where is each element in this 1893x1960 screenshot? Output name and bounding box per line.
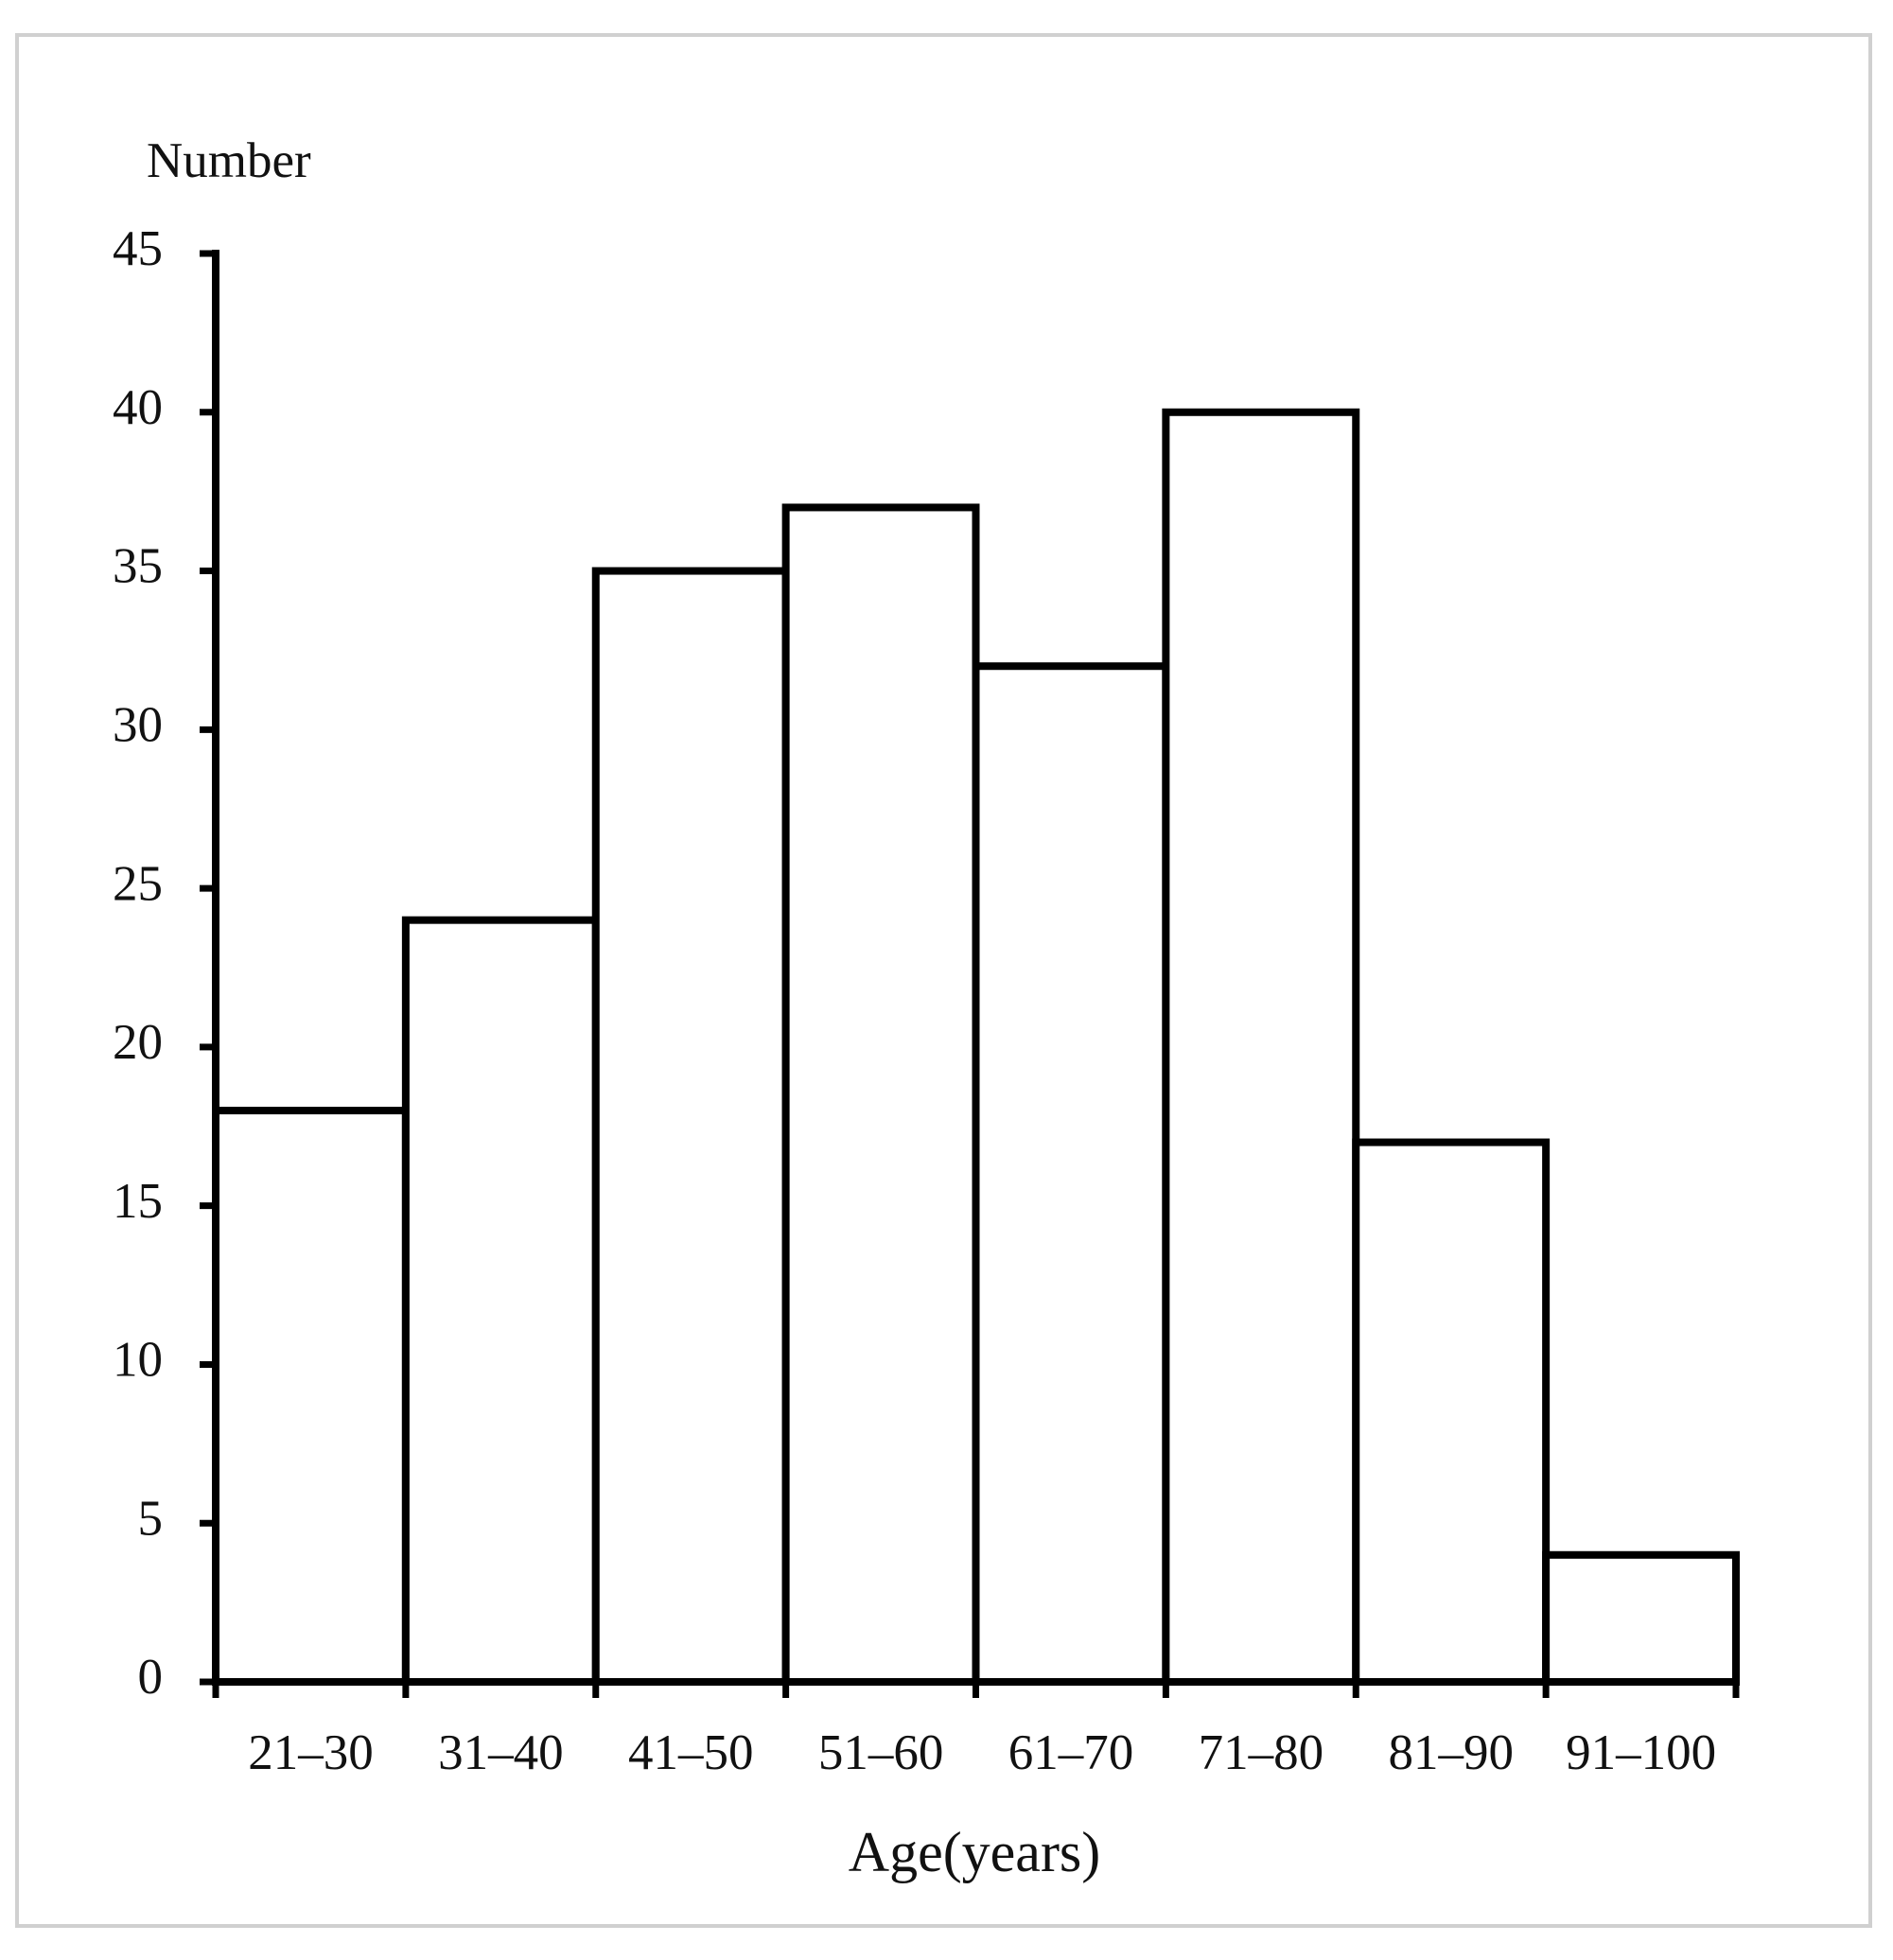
x-tick-label: 91–100: [1566, 1725, 1716, 1780]
bar: [591, 567, 790, 1686]
bar: [1162, 408, 1360, 1686]
bar: [972, 662, 1170, 1687]
y-tick-label: 35: [113, 539, 163, 594]
y-axis-title: Number: [147, 133, 311, 188]
y-tick-label: 10: [113, 1333, 163, 1388]
bar: [781, 503, 980, 1686]
y-tick-label: 5: [138, 1491, 164, 1546]
y-tick-label: 25: [113, 856, 163, 911]
y-tick-label: 30: [113, 697, 163, 752]
y-tick-label: 40: [113, 380, 163, 435]
y-tick-label: 45: [113, 221, 163, 276]
bar: [1542, 1550, 1740, 1687]
x-tick-label: 51–60: [818, 1725, 944, 1780]
y-tick-label: 15: [113, 1174, 163, 1229]
x-tick-label: 81–90: [1388, 1725, 1514, 1780]
x-tick-label: 71–80: [1199, 1725, 1324, 1780]
y-tick-label: 20: [113, 1015, 163, 1070]
y-tick-label: 0: [138, 1650, 164, 1705]
x-tick-label: 21–30: [248, 1725, 374, 1780]
bar: [1352, 1138, 1551, 1686]
bar: [212, 1107, 410, 1686]
x-tick-label: 41–50: [628, 1725, 754, 1780]
x-tick-label: 31–40: [438, 1725, 564, 1780]
bar: [401, 916, 600, 1686]
x-axis-title: Age(years): [849, 1821, 1101, 1883]
x-tick-label: 61–70: [1008, 1725, 1134, 1780]
